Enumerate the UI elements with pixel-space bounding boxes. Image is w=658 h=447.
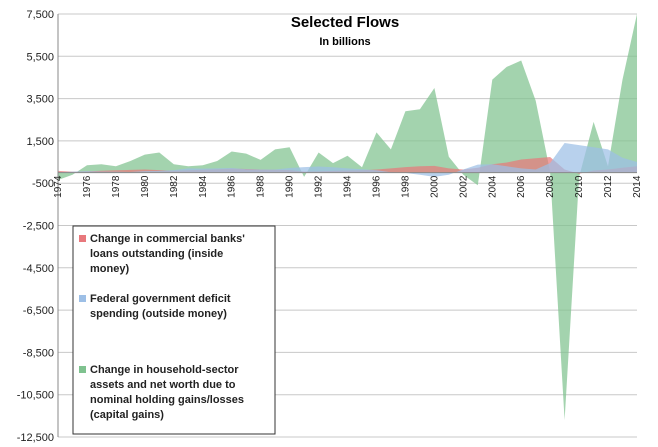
x-tick-label: 1976 bbox=[82, 175, 93, 198]
x-tick-label: 2004 bbox=[487, 175, 498, 198]
y-tick-label: 5,500 bbox=[26, 51, 54, 63]
x-tick-label: 2000 bbox=[429, 175, 440, 198]
chart-subtitle: In billions bbox=[319, 36, 370, 48]
series-area-capital-gains bbox=[58, 14, 637, 421]
x-tick-label: 2010 bbox=[574, 175, 585, 198]
legend-swatch bbox=[79, 366, 86, 373]
x-tick-label: 1982 bbox=[169, 175, 180, 198]
legend-swatch bbox=[79, 235, 86, 242]
x-tick-label: 1980 bbox=[140, 175, 151, 198]
x-tick-label: 1990 bbox=[285, 175, 296, 198]
legend-label-line: Change in commercial banks' bbox=[90, 233, 245, 245]
legend-swatch bbox=[79, 295, 86, 302]
y-tick-label: -10,500 bbox=[17, 390, 54, 402]
area-series bbox=[58, 14, 637, 421]
x-tick-label: 1996 bbox=[372, 175, 383, 198]
x-tick-label: 1984 bbox=[198, 175, 209, 198]
legend-box bbox=[72, 225, 276, 435]
y-tick-label: 1,500 bbox=[26, 136, 54, 148]
x-tick-label: 1994 bbox=[343, 175, 354, 198]
y-tick-label: -12,500 bbox=[17, 432, 54, 444]
y-tick-label: -500 bbox=[32, 178, 54, 190]
y-tick-label: 7,500 bbox=[26, 9, 54, 21]
x-tick-label: 1998 bbox=[400, 175, 411, 198]
legend: Change in commercial banks' loans outstan… bbox=[72, 225, 276, 435]
series-area-outside-money bbox=[58, 143, 637, 177]
legend-label-line: (capital gains) bbox=[90, 409, 164, 421]
x-tick-label: 2012 bbox=[603, 175, 614, 198]
y-tick-label: -4,500 bbox=[23, 263, 54, 275]
x-tick-label: 2006 bbox=[516, 175, 527, 198]
y-tick-label: -8,500 bbox=[23, 347, 54, 359]
x-tick-label: 1986 bbox=[227, 175, 238, 198]
legend-label-line: Change in household-sector bbox=[90, 364, 239, 376]
x-tick-label: 1988 bbox=[256, 175, 267, 198]
legend-label-line: assets and net worth due to bbox=[90, 379, 236, 391]
x-tick-label: 1992 bbox=[314, 175, 325, 198]
x-tick-label: 2008 bbox=[545, 175, 556, 198]
y-tick-label: -2,500 bbox=[23, 221, 54, 233]
axes: 7,500 5,500 3,500 1,500 -500 -2,500 -4,500 -6,5… bbox=[17, 9, 643, 444]
y-tick-label: -6,500 bbox=[23, 305, 54, 317]
x-tick-label: 2014 bbox=[632, 175, 643, 198]
y-tick-label: 3,500 bbox=[26, 94, 54, 106]
x-tick-label: 1974 bbox=[53, 175, 64, 198]
chart-title: Selected Flows bbox=[291, 14, 399, 31]
legend-label-line: spending (outside money) bbox=[90, 308, 227, 320]
x-tick-label: 2002 bbox=[458, 175, 469, 198]
legend-label-line: nominal holding gains/losses bbox=[90, 394, 244, 406]
legend-label-line: Federal government deficit bbox=[90, 293, 231, 305]
x-tick-label: 1978 bbox=[111, 175, 122, 198]
legend-label-line: money) bbox=[90, 263, 129, 275]
legend-label-line: loans outstanding (inside bbox=[90, 248, 223, 260]
